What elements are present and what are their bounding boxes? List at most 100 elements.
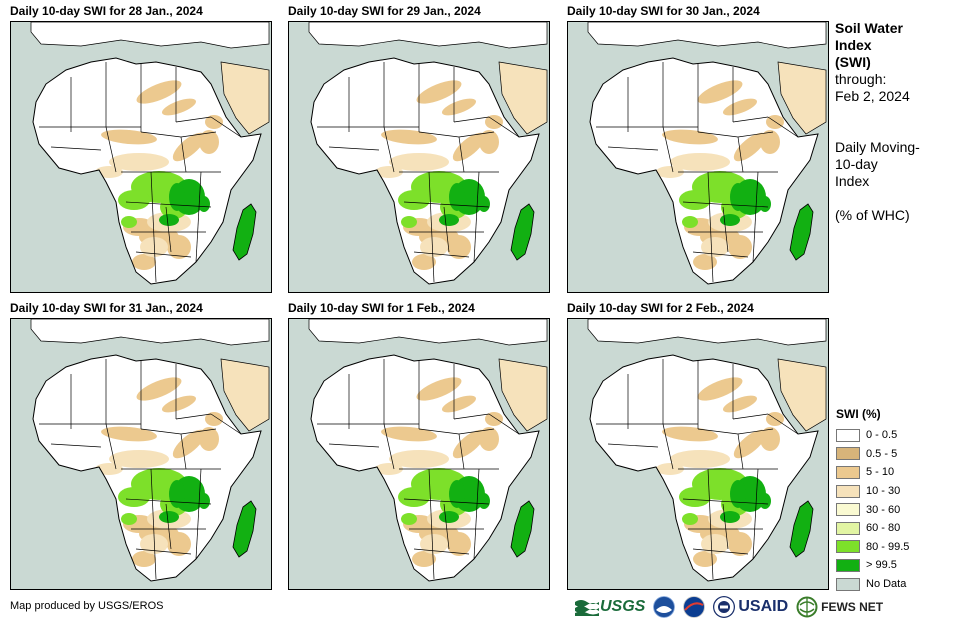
swi-zone-sat: [439, 214, 459, 226]
africa-coastline: [589, 57, 819, 285]
swi-zone-moderate: [670, 450, 730, 468]
country-border: [458, 433, 465, 470]
nasa-logo: [683, 596, 706, 618]
country-border: [752, 171, 759, 263]
country-border: [767, 116, 799, 138]
swi-zone-dry: [55, 355, 83, 363]
swi-zone-dry: [416, 80, 462, 104]
swi-zone-moderate: [109, 153, 169, 171]
swi-zone-moderate: [109, 450, 169, 468]
noaa-emblem-icon: [653, 596, 676, 618]
panel-title: Daily 10-day SWI for 30 Jan., 2024: [567, 4, 760, 18]
swi-zone-dry: [161, 98, 197, 116]
arabia-landmass: [777, 358, 827, 432]
swi-zone-sat: [159, 214, 179, 226]
country-border: [403, 201, 490, 208]
map-panel-4: Daily 10-day SWI for 31 Jan., 2024: [10, 300, 272, 591]
swi-zone-wet: [401, 216, 417, 228]
map-credit: Map produced by USGS/EROS: [10, 600, 164, 612]
country-border: [732, 116, 769, 123]
legend-swatch: [836, 447, 860, 461]
country-border: [383, 126, 395, 173]
country-border: [135, 251, 192, 258]
fews-logo: FEWS NET: [796, 596, 883, 618]
country-border: [737, 136, 744, 173]
country-border: [125, 498, 212, 505]
legend-item: 0 - 0.5: [836, 426, 961, 445]
swi-zone-dry: [161, 395, 197, 413]
legend-item: > 99.5: [836, 556, 961, 575]
country-border: [210, 413, 242, 435]
europe-landmass: [308, 319, 548, 346]
country-border: [125, 201, 212, 208]
legend-label: 80 - 99.5: [866, 540, 910, 553]
swi-zone-sat: [449, 480, 465, 508]
swi-zone-dry: [441, 395, 477, 413]
swi-zone-wet: [682, 513, 698, 525]
swi-zone-sat: [759, 196, 771, 212]
swi-zone-dry: [452, 429, 486, 459]
africa-map: [288, 21, 550, 293]
africa-map-graphic: [30, 319, 270, 582]
country-border: [607, 146, 659, 151]
arabia-landmass: [220, 61, 270, 135]
country-border: [105, 126, 117, 173]
country-border: [150, 468, 157, 580]
swi-zone-sat: [730, 480, 746, 508]
swi-zone-dry: [760, 427, 780, 451]
legend-label: 10 - 30: [866, 485, 901, 498]
country-border: [428, 171, 435, 283]
country-border: [50, 443, 102, 448]
africa-coastline: [589, 354, 819, 582]
country-border: [413, 251, 470, 258]
europe-landmass: [308, 22, 548, 49]
legend-item: 0.5 - 5: [836, 445, 961, 464]
legend-label: 5 - 10: [866, 466, 895, 479]
country-border: [682, 201, 769, 208]
country-border: [328, 443, 380, 448]
country-border: [165, 503, 172, 550]
swi-zone-wet: [118, 487, 150, 507]
usaid-logo: USAID: [713, 596, 788, 618]
africa-map-graphic: [587, 22, 827, 285]
country-border: [413, 548, 470, 555]
madagascar: [789, 500, 814, 558]
swi-zone-sat: [449, 183, 465, 211]
swi-zone-dry: [55, 58, 83, 66]
europe-landmass: [587, 22, 827, 49]
africa-coastline: [310, 57, 540, 285]
swi-zone-moderate: [656, 166, 684, 178]
legend-item: 5 - 10: [836, 463, 961, 482]
swi-zone-dry: [479, 130, 499, 154]
swi-zone-dry: [662, 426, 718, 442]
country-border: [175, 116, 212, 123]
legend-label: 30 - 60: [866, 503, 901, 516]
through-date: through: Feb 2, 2024: [835, 71, 910, 104]
usgs-wave-icon: [575, 600, 599, 616]
madagascar: [789, 203, 814, 261]
country-border: [692, 548, 749, 555]
swi-zone-dry: [412, 254, 436, 270]
madagascar: [510, 500, 535, 558]
africa-landmass: [33, 355, 261, 581]
country-border: [722, 503, 729, 550]
legend: SWI (%) 0 - 0.5 0.5 - 5 5 - 10 10 - 30 30 - …: [836, 406, 961, 593]
swi-zone-dry: [722, 395, 758, 413]
swi-zone-dry: [205, 412, 223, 426]
country-border: [165, 206, 172, 253]
africa-landmass: [311, 58, 539, 284]
country-border: [692, 251, 749, 258]
swi-zone-dry: [447, 235, 471, 259]
swi-zone-dry: [136, 80, 182, 104]
nasa-emblem-icon: [683, 596, 706, 618]
country-border: [135, 548, 192, 555]
index-description: Daily Moving- 10-day Index: [835, 139, 920, 189]
swi-zone-dry: [167, 235, 191, 259]
swi-zone-sat: [169, 183, 185, 211]
country-border: [488, 116, 520, 138]
legend-swatch: [836, 428, 860, 442]
legend-item: 10 - 30: [836, 482, 961, 501]
country-border: [403, 498, 490, 505]
swi-zone-wet: [679, 190, 711, 210]
swi-zone-wet: [682, 216, 698, 228]
